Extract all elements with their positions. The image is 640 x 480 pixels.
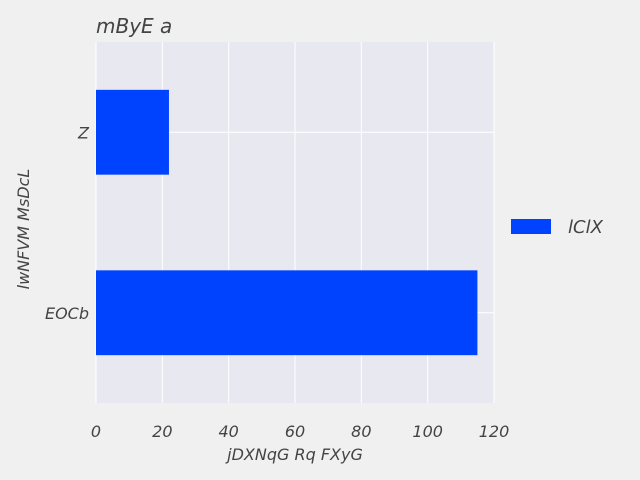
x-tick-labels: 0 20 40 60 80 100 120 (91, 422, 509, 441)
x-tick-label: 80 (351, 422, 371, 441)
x-axis-label: jDXNqG Rq FXyG (225, 445, 363, 464)
bar-z (96, 89, 169, 175)
bar-eocb (96, 270, 478, 356)
legend-label: lClX (568, 217, 604, 238)
y-tick-label: Z (77, 123, 90, 142)
x-tick-label: 20 (152, 422, 172, 441)
legend: lClX (511, 217, 604, 238)
x-tick-label: 100 (412, 422, 443, 441)
bars (96, 89, 478, 356)
x-tick-label: 40 (218, 422, 238, 441)
y-tick-label: EOCb (45, 304, 89, 323)
x-tick-label: 60 (285, 422, 305, 441)
y-tick-labels: Z EOCb (45, 123, 90, 323)
x-tick-label: 0 (91, 422, 101, 441)
y-axis-label: lwNFVM MsDcL (14, 169, 33, 290)
legend-swatch (511, 219, 551, 234)
chart-title: mByE a (96, 14, 172, 38)
x-tick-label: 120 (479, 422, 510, 441)
